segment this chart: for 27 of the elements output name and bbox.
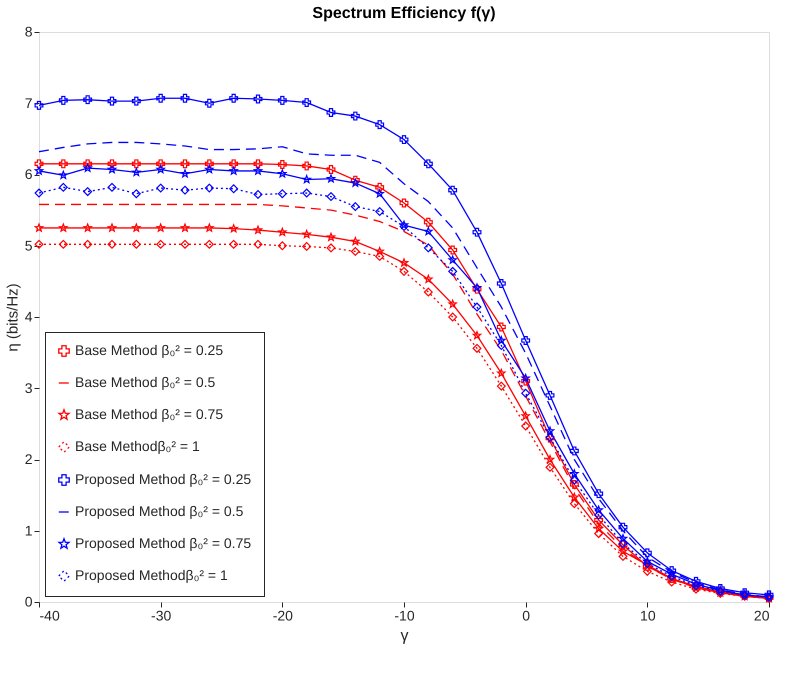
y-tick-label: 5 <box>24 237 33 254</box>
chart-title: Spectrum Efficiency f(γ) <box>312 5 496 22</box>
legend-label: Base Methodβ₀² = 1 <box>75 438 200 454</box>
x-tick-label: 20 <box>754 608 770 624</box>
y-tick-label: 7 <box>24 94 33 111</box>
legend-label: Proposed Methodβ₀² = 1 <box>75 567 228 583</box>
x-tick-label: 10 <box>640 608 656 624</box>
legend-label: Proposed Method β₀² = 0.75 <box>75 535 252 551</box>
y-tick-label: 4 <box>24 308 33 324</box>
legend-label: Proposed Method β₀² = 0.25 <box>75 471 252 487</box>
y-tick-label: 6 <box>24 166 33 182</box>
y-tick-label: 1 <box>24 522 33 538</box>
x-tick-label: -20 <box>272 608 294 624</box>
y-tick-label: 8 <box>24 24 33 40</box>
y-axis-title: η (bits/Hz) <box>4 283 22 352</box>
x-tick-label: -40 <box>40 608 60 624</box>
x-axis-title: γ <box>400 628 408 644</box>
legend-label: Base Method β₀² = 0.75 <box>75 406 224 422</box>
x-tick-label: -10 <box>394 608 415 624</box>
x-tick-label: 0 <box>522 608 530 624</box>
y-tick-label: 0 <box>24 594 33 610</box>
legend-label: Proposed Method β₀² = 0.5 <box>75 503 244 519</box>
y-tick-label: 2 <box>24 451 33 467</box>
legend-label: Base Method β₀² = 0.25 <box>75 342 224 358</box>
x-tick-label: -30 <box>151 608 172 624</box>
y-tick-label: 3 <box>24 380 33 396</box>
legend-label: Base Method β₀² = 0.5 <box>75 374 216 390</box>
